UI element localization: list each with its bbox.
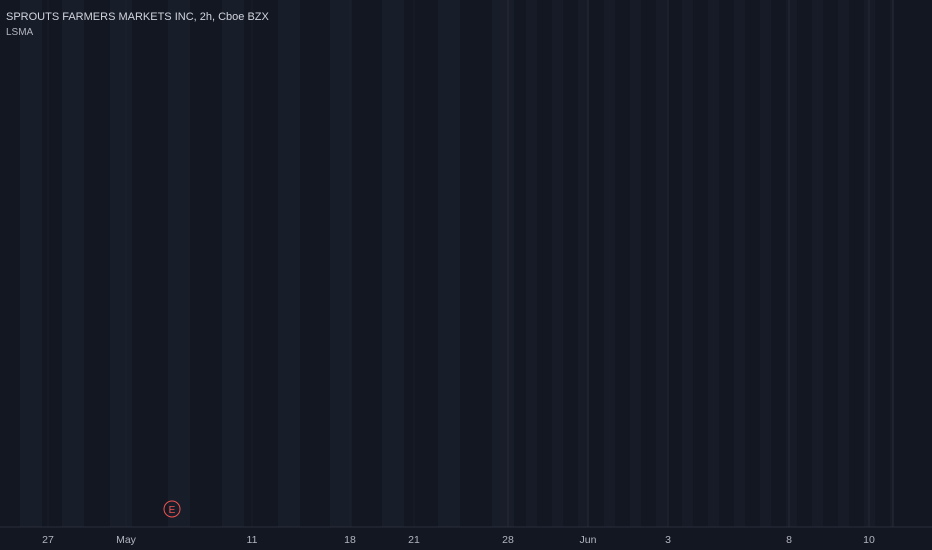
session-band — [110, 0, 132, 527]
session-band — [526, 0, 537, 527]
x-tick-label: 18 — [344, 534, 356, 546]
x-tick-label: May — [116, 534, 137, 546]
chart-legend: SPROUTS FARMERS MARKETS INC, 2h, Cboe BZ… — [6, 10, 269, 40]
session-band — [578, 0, 589, 527]
session-band — [500, 0, 511, 527]
session-band — [786, 0, 797, 527]
session-band — [838, 0, 849, 527]
price-axis-bg — [893, 0, 932, 550]
session-band — [682, 0, 693, 527]
earnings-marker-label: E — [169, 505, 176, 516]
session-band — [278, 0, 300, 527]
session-band — [760, 0, 771, 527]
session-band — [222, 0, 244, 527]
session-band — [62, 0, 84, 527]
x-tick-label: 10 — [863, 534, 875, 546]
x-tick-label: 27 — [42, 534, 54, 546]
indicator-label: LSMA — [6, 27, 34, 38]
session-band — [552, 0, 563, 527]
session-band — [708, 0, 719, 527]
earnings-marker: E — [163, 500, 181, 518]
x-tick-label: Jun — [580, 534, 597, 546]
x-tick-label: 21 — [408, 534, 420, 546]
x-tick-label: 8 — [786, 534, 792, 546]
session-band — [438, 0, 460, 527]
session-band — [656, 0, 667, 527]
session-band — [812, 0, 823, 527]
session-band — [330, 0, 352, 527]
earnings-marker-circle — [163, 500, 181, 518]
x-tick-label: 3 — [665, 534, 671, 546]
session-band — [382, 0, 404, 527]
symbol-title: SPROUTS FARMERS MARKETS INC, 2h, Cboe BZ… — [6, 11, 269, 23]
session-band — [20, 0, 42, 527]
x-tick-label: 11 — [247, 534, 258, 546]
session-band — [734, 0, 745, 527]
x-tick-label: 28 — [502, 534, 514, 546]
session-band — [168, 0, 190, 527]
session-band — [630, 0, 641, 527]
session-band — [604, 0, 615, 527]
time-axis-bg — [0, 527, 932, 550]
